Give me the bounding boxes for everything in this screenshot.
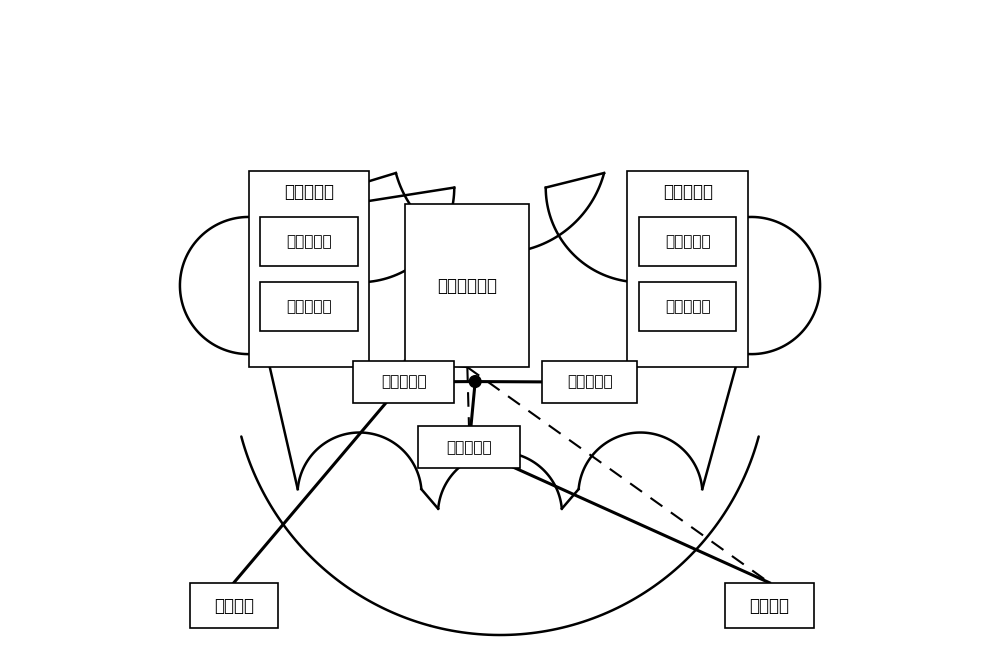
FancyBboxPatch shape	[639, 217, 736, 266]
Text: 云服务器池: 云服务器池	[663, 183, 713, 201]
FancyBboxPatch shape	[725, 583, 814, 628]
FancyBboxPatch shape	[260, 282, 358, 331]
Circle shape	[392, 37, 608, 253]
FancyBboxPatch shape	[627, 171, 748, 367]
Text: 转发服务器: 转发服务器	[286, 234, 332, 249]
Text: 通信终端: 通信终端	[749, 596, 789, 615]
FancyBboxPatch shape	[542, 361, 637, 403]
FancyBboxPatch shape	[639, 282, 736, 331]
Circle shape	[546, 93, 735, 282]
Ellipse shape	[232, 197, 768, 537]
Text: 转发服务器: 转发服务器	[665, 234, 711, 249]
Text: 转发服务器: 转发服务器	[665, 299, 711, 314]
FancyBboxPatch shape	[418, 426, 520, 468]
FancyBboxPatch shape	[249, 171, 369, 367]
Text: 网络管理单元: 网络管理单元	[437, 277, 497, 295]
Circle shape	[469, 376, 481, 388]
Circle shape	[683, 217, 820, 354]
Text: 转发服务器: 转发服务器	[567, 375, 613, 390]
Text: 转发服务器: 转发服务器	[381, 375, 426, 390]
Circle shape	[265, 93, 454, 282]
Text: 转发服务器: 转发服务器	[286, 299, 332, 314]
Text: 云服务器池: 云服务器池	[284, 183, 334, 201]
FancyBboxPatch shape	[353, 361, 454, 403]
Circle shape	[180, 217, 317, 354]
Text: 通信终端: 通信终端	[214, 596, 254, 615]
FancyBboxPatch shape	[190, 583, 278, 628]
Text: 转发服务器: 转发服务器	[446, 440, 492, 455]
FancyBboxPatch shape	[405, 204, 529, 367]
FancyBboxPatch shape	[260, 217, 358, 266]
